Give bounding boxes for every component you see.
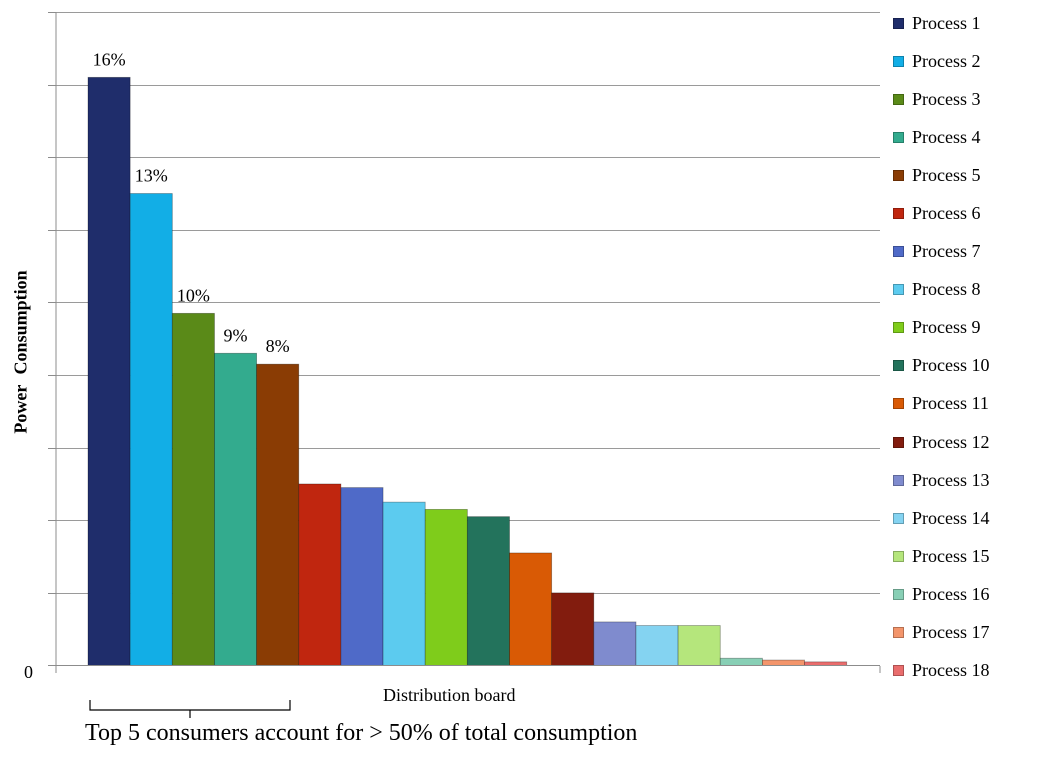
data-label: 10% [177,285,210,305]
legend-item: Process 18 [893,652,990,690]
legend-swatch [893,436,904,448]
legend-item: Process 9 [893,309,990,347]
y-axis-label: Power Consumption [10,270,31,434]
legend-item: Process 5 [893,156,990,194]
data-labels: 16% 13% 10% 9% 8% [93,49,290,356]
legend-label: Process 8 [912,279,981,300]
legend-item: Process 7 [893,233,990,271]
legend-swatch [893,398,904,410]
legend-swatch [893,322,904,334]
legend-label: Process 5 [912,164,981,185]
legend-item: Process 14 [893,499,990,537]
legend-label: Process 6 [912,203,981,224]
x-axis-label: Distribution board [383,685,516,705]
legend-item: Process 2 [893,42,990,80]
annotation-text: Top 5 consumers account for > 50% of tot… [85,720,638,746]
bar-process-13 [593,621,637,666]
bar-process-9 [424,508,468,666]
legend-swatch [893,512,904,524]
bar-process-2 [129,193,173,666]
legend-swatch [893,93,904,105]
bar-process-3 [171,312,215,666]
legend-item: Process 15 [893,537,990,575]
legend-label: Process 15 [912,545,990,566]
bar-process-14 [635,625,679,666]
bar-process-6 [298,483,342,666]
bar-process-15 [677,625,721,666]
legend-item: Process 10 [893,347,990,385]
legend-swatch [893,550,904,562]
legend-swatch [893,131,904,143]
bar-process-5 [256,363,300,666]
legend-swatch [893,665,904,677]
bar-process-17 [762,659,805,666]
legend-item: Process 4 [893,118,990,156]
data-label: 13% [135,166,168,186]
legend-item: Process 12 [893,423,990,461]
legend-label: Process 17 [912,622,990,643]
legend-swatch [893,284,904,296]
legend-label: Process 7 [912,241,981,262]
bar-process-18 [804,661,848,666]
legend-label: Process 11 [912,393,989,414]
data-label: 9% [224,325,248,345]
data-label: 8% [266,336,290,356]
legend-item: Process 13 [893,461,990,499]
legend-label: Process 14 [912,507,990,528]
bars [87,76,848,666]
legend-label: Process 16 [912,583,990,604]
legend-label: Process 9 [912,317,981,338]
legend-swatch [893,627,904,639]
bracket-top5 [89,700,291,718]
bar-process-12 [551,592,595,666]
legend-label: Process 4 [912,126,981,147]
axes [48,12,881,673]
legend-item: Process 1 [893,4,990,42]
legend-label: Process 13 [912,469,990,490]
bar-process-8 [382,501,426,666]
data-label: 16% [93,49,126,69]
legend-label: Process 12 [912,431,990,452]
legend-label: Process 10 [912,355,990,376]
legend-item: Process 16 [893,575,990,613]
legend-label: Process 1 [912,12,981,33]
legend-swatch [893,55,904,67]
legend: Process 1 Process 2 Process 3 Process 4 Proc… [893,4,990,690]
bar-process-11 [509,552,553,666]
legend-swatch [893,208,904,220]
legend-item: Process 8 [893,271,990,309]
legend-swatch [893,17,904,29]
legend-item: Process 11 [893,385,990,423]
bar-process-16 [719,657,763,666]
bar-process-4 [214,352,257,666]
legend-swatch [893,169,904,181]
legend-swatch [893,360,904,372]
legend-label: Process 3 [912,88,981,109]
legend-item: Process 6 [893,194,990,232]
legend-swatch [893,474,904,486]
legend-label: Process 2 [912,50,981,71]
bar-process-7 [340,487,384,666]
legend-item: Process 3 [893,80,990,118]
legend-swatch [893,588,904,600]
bar-process-1 [87,76,131,666]
legend-swatch [893,246,904,258]
legend-label: Process 18 [912,660,990,681]
bar-process-10 [466,516,510,666]
y-tick-label-zero: 0 [24,662,33,682]
legend-item: Process 17 [893,614,990,652]
